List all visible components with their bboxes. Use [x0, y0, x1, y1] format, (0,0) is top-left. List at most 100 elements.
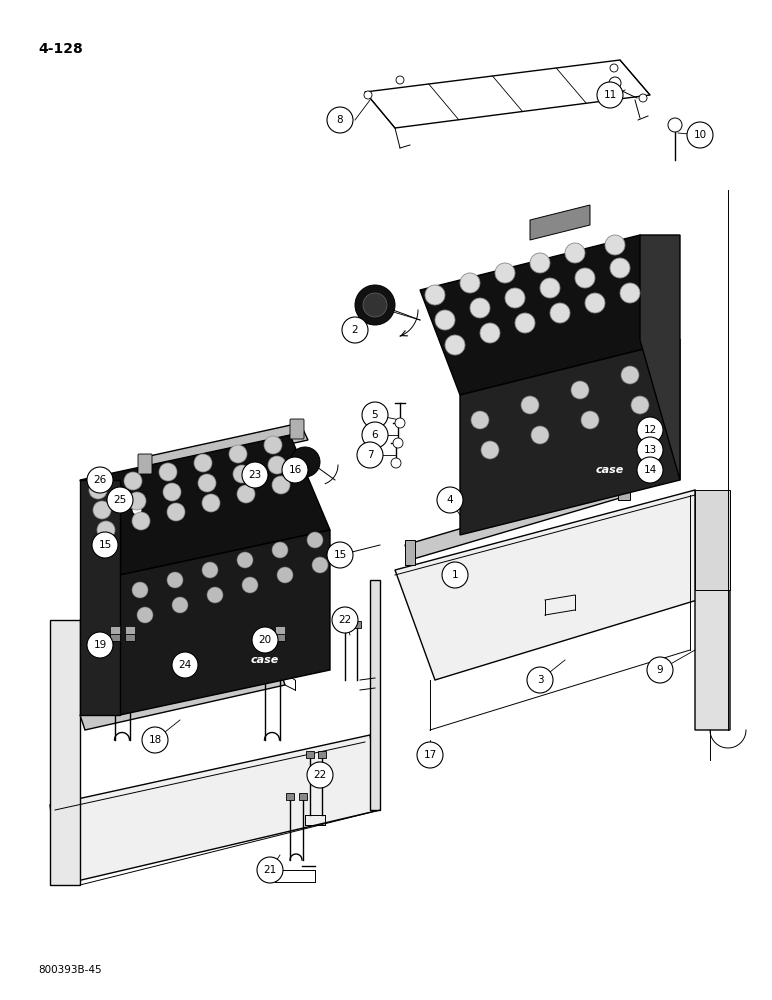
Polygon shape [80, 480, 120, 715]
Text: 21: 21 [263, 865, 276, 875]
Polygon shape [50, 620, 80, 885]
Circle shape [257, 857, 283, 883]
Circle shape [128, 492, 146, 510]
FancyBboxPatch shape [275, 634, 285, 641]
Circle shape [481, 441, 499, 459]
Text: 22: 22 [313, 770, 327, 780]
Text: 1: 1 [452, 570, 459, 580]
Circle shape [650, 428, 660, 438]
Text: 25: 25 [113, 495, 127, 505]
Circle shape [550, 303, 570, 323]
Circle shape [442, 562, 468, 588]
Circle shape [264, 436, 282, 454]
Text: 14: 14 [643, 465, 657, 475]
FancyBboxPatch shape [260, 634, 270, 641]
FancyBboxPatch shape [260, 626, 270, 634]
Circle shape [581, 411, 599, 429]
Circle shape [357, 442, 383, 468]
Circle shape [495, 263, 515, 283]
Circle shape [202, 494, 220, 512]
Text: 13: 13 [643, 445, 657, 455]
Text: 15: 15 [334, 550, 347, 560]
Circle shape [417, 742, 443, 768]
Polygon shape [365, 60, 650, 128]
Circle shape [605, 235, 625, 255]
Text: 26: 26 [93, 475, 107, 485]
Text: 18: 18 [148, 735, 161, 745]
Circle shape [364, 91, 372, 99]
Text: 24: 24 [178, 660, 191, 670]
Text: 8: 8 [337, 115, 344, 125]
Circle shape [445, 335, 465, 355]
Circle shape [342, 317, 368, 343]
Circle shape [540, 278, 560, 298]
Circle shape [132, 512, 150, 530]
Polygon shape [370, 580, 380, 810]
Circle shape [650, 448, 660, 458]
Circle shape [668, 118, 682, 132]
Text: 12: 12 [643, 425, 657, 435]
Circle shape [97, 521, 115, 539]
Circle shape [332, 607, 358, 633]
Circle shape [194, 454, 212, 472]
Circle shape [391, 458, 401, 468]
Circle shape [268, 456, 286, 474]
Circle shape [124, 472, 142, 490]
Circle shape [132, 582, 148, 598]
Polygon shape [420, 235, 680, 395]
Circle shape [521, 396, 539, 414]
Polygon shape [460, 340, 680, 535]
FancyBboxPatch shape [125, 634, 135, 641]
FancyBboxPatch shape [110, 634, 120, 641]
Circle shape [92, 532, 118, 558]
Circle shape [87, 632, 113, 658]
FancyBboxPatch shape [138, 454, 152, 474]
Circle shape [87, 467, 113, 493]
Circle shape [242, 577, 258, 593]
Polygon shape [80, 435, 330, 575]
Circle shape [480, 323, 500, 343]
Circle shape [202, 562, 218, 578]
Polygon shape [405, 480, 630, 560]
Circle shape [307, 532, 323, 548]
Circle shape [233, 465, 251, 483]
Text: 4-128: 4-128 [38, 42, 83, 56]
Circle shape [362, 422, 388, 448]
Circle shape [167, 503, 185, 521]
Text: 4: 4 [447, 495, 453, 505]
Circle shape [163, 483, 181, 501]
Circle shape [575, 268, 595, 288]
Circle shape [252, 627, 278, 653]
Circle shape [137, 607, 153, 623]
Circle shape [637, 457, 663, 483]
Circle shape [395, 418, 405, 428]
Circle shape [272, 542, 288, 558]
Circle shape [93, 501, 111, 519]
Circle shape [396, 76, 404, 84]
Text: 22: 22 [338, 615, 351, 625]
Text: 15: 15 [98, 540, 112, 550]
Circle shape [132, 505, 142, 515]
Circle shape [609, 77, 621, 89]
FancyBboxPatch shape [110, 626, 120, 634]
Text: 2: 2 [352, 325, 358, 335]
Circle shape [172, 597, 188, 613]
Circle shape [355, 285, 395, 325]
FancyBboxPatch shape [341, 621, 349, 628]
Circle shape [530, 253, 550, 273]
FancyBboxPatch shape [125, 626, 135, 634]
Circle shape [637, 437, 663, 463]
Polygon shape [618, 477, 630, 500]
FancyBboxPatch shape [306, 751, 314, 758]
FancyBboxPatch shape [275, 626, 285, 634]
Text: 3: 3 [537, 675, 543, 685]
Circle shape [142, 727, 168, 753]
Circle shape [277, 567, 293, 583]
Circle shape [531, 426, 549, 444]
Text: 23: 23 [249, 470, 262, 480]
Circle shape [198, 474, 216, 492]
Text: 20: 20 [259, 635, 272, 645]
Polygon shape [395, 490, 730, 680]
Polygon shape [80, 670, 285, 730]
Circle shape [637, 417, 663, 443]
